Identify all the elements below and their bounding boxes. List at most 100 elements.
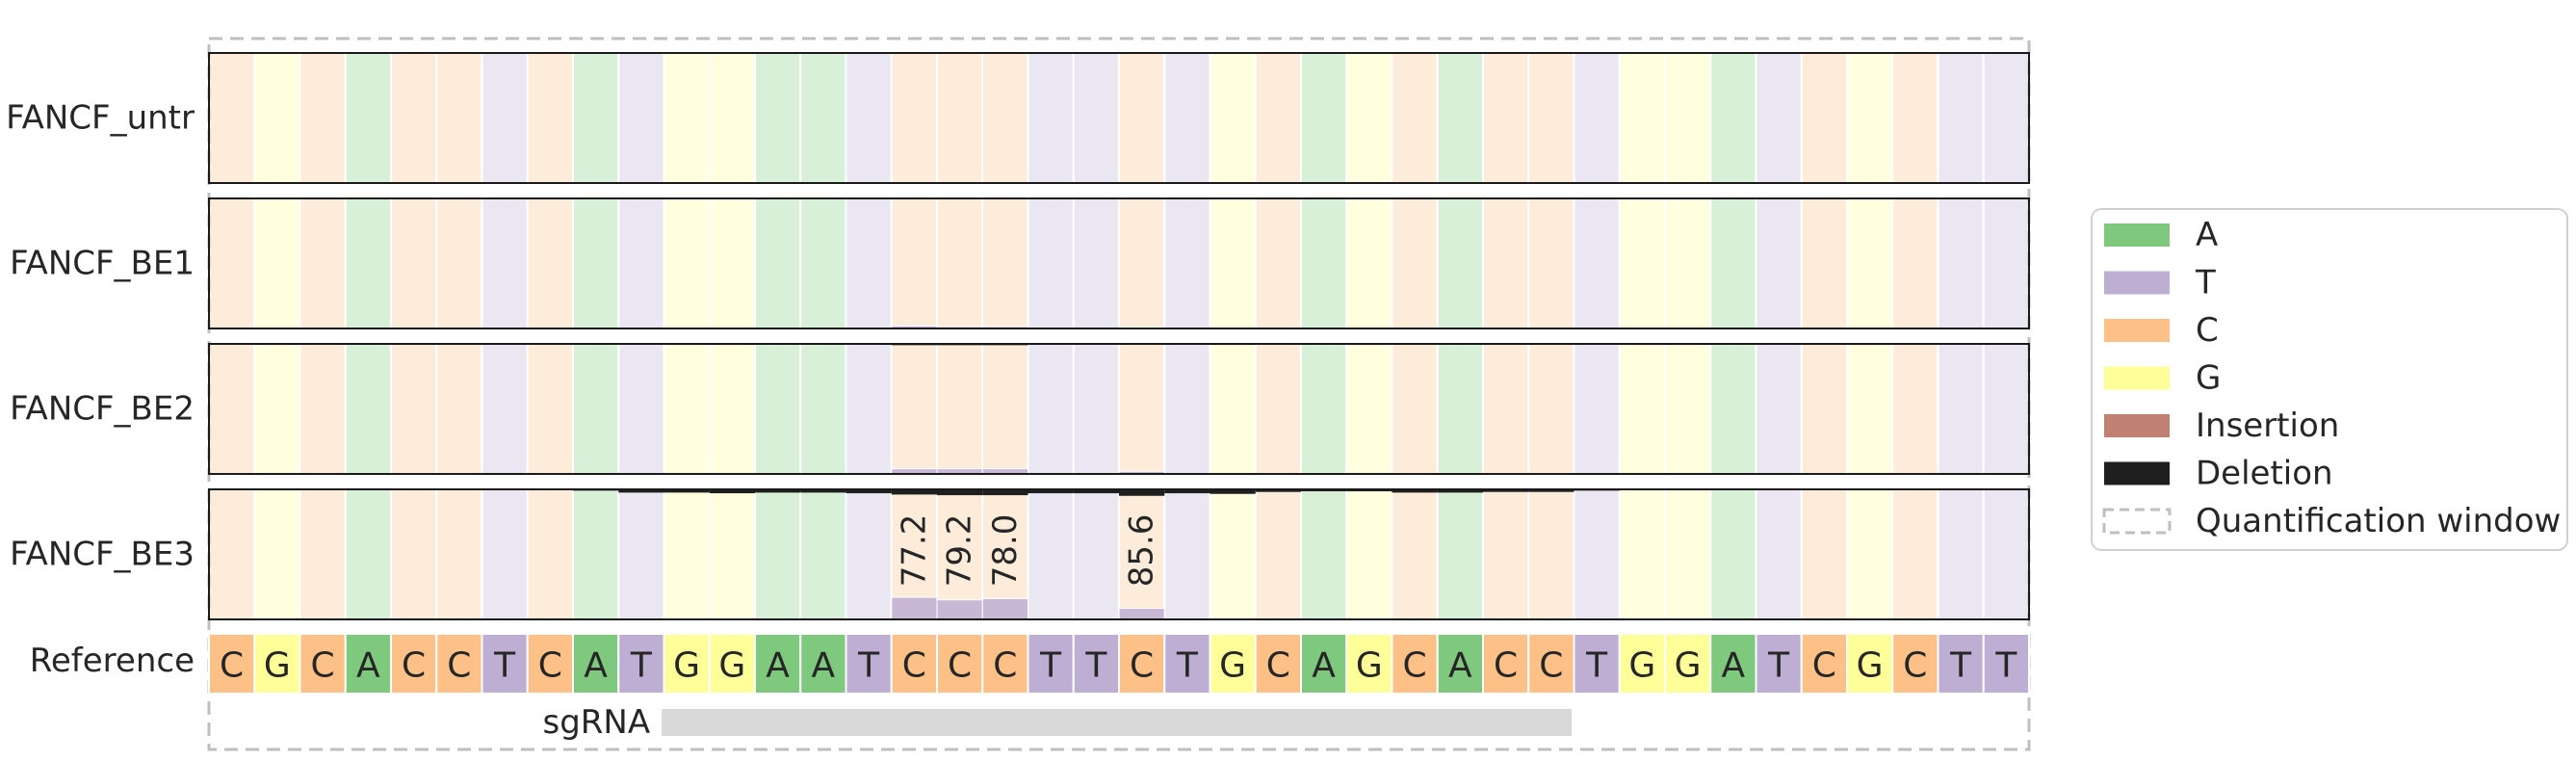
background-cell — [617, 52, 665, 184]
sample-label: FANCF_untr — [6, 99, 195, 138]
legend-label: Deletion — [2196, 455, 2333, 493]
background-cell — [1618, 52, 1666, 184]
deletion-bar — [1210, 489, 1256, 494]
background-cell — [435, 52, 483, 184]
edit-bar — [936, 599, 983, 620]
background-cell — [1709, 197, 1757, 329]
sample-row-frame — [208, 197, 2030, 329]
legend-box — [2091, 208, 2568, 551]
background-cell — [1436, 488, 1484, 620]
background-cell — [1573, 52, 1621, 184]
reference-base: A — [812, 646, 836, 686]
reference-base: G — [1356, 646, 1383, 686]
reference-base: C — [1539, 646, 1563, 686]
reference-cell — [208, 633, 256, 695]
background-cell — [1391, 343, 1439, 475]
background-cell — [1118, 197, 1166, 329]
background-cell — [1982, 488, 2030, 620]
background-cell — [481, 343, 529, 475]
background-cell — [1527, 197, 1575, 329]
percent-label: 78.0 — [986, 514, 1025, 588]
background-cell — [1300, 488, 1348, 620]
background-cell — [1709, 488, 1757, 620]
reference-base: T — [1949, 646, 1972, 686]
background-cell — [1254, 52, 1302, 184]
reference-cell — [1891, 633, 1939, 695]
reference-base: C — [1266, 646, 1290, 686]
reference-base: G — [264, 646, 291, 686]
deletion-bar — [1437, 489, 1483, 493]
sample-row-frame — [208, 488, 2030, 620]
deletion-bar — [755, 489, 801, 493]
legend-swatch — [2104, 414, 2170, 437]
reference-base: C — [902, 646, 926, 686]
background-cell — [845, 197, 893, 329]
reference-base: A — [584, 646, 608, 686]
reference-cell — [1254, 633, 1302, 695]
deletion-bar — [664, 489, 710, 493]
deletion-bar — [618, 489, 664, 493]
background-cell — [390, 52, 438, 184]
background-cell — [1664, 52, 1712, 184]
deletion-bar — [1528, 489, 1574, 492]
background-cell — [1937, 343, 1985, 475]
reference-cell — [981, 633, 1029, 695]
background-cell — [1027, 197, 1075, 329]
sgrna-label: sgRNA — [543, 703, 651, 742]
background-cell — [1027, 52, 1075, 184]
legend-label: Insertion — [2196, 407, 2339, 445]
sample-label: FANCF_BE1 — [10, 245, 195, 283]
background-cell — [981, 197, 1029, 329]
background-cell — [1072, 197, 1120, 329]
reference-cell — [526, 633, 574, 695]
background-cell — [481, 52, 529, 184]
reference-base: G — [673, 646, 700, 686]
background-cell — [981, 52, 1029, 184]
background-cell — [1072, 488, 1120, 620]
reference-cell — [1800, 633, 1848, 695]
reference-base: C — [1494, 646, 1518, 686]
background-cell — [1391, 197, 1439, 329]
background-cell — [1345, 343, 1393, 475]
background-cell — [936, 488, 984, 620]
reference-cell — [344, 633, 392, 695]
reference-cell — [1345, 633, 1393, 695]
sgrna-bar — [662, 709, 1573, 736]
background-cell — [1163, 197, 1211, 329]
background-cell — [663, 52, 711, 184]
background-cell — [754, 52, 802, 184]
background-cell — [481, 197, 529, 329]
reference-base: T — [1994, 646, 2017, 686]
edit-bar — [891, 596, 938, 620]
legend-swatch — [2104, 461, 2170, 485]
background-cell — [1618, 343, 1666, 475]
background-cell — [481, 488, 529, 620]
background-cell — [1118, 488, 1166, 620]
background-cell — [299, 343, 347, 475]
background-cell — [1027, 343, 1075, 475]
reference-base: A — [1448, 646, 1472, 686]
background-cell — [344, 52, 392, 184]
reference-base: G — [1628, 646, 1655, 686]
background-cell — [1755, 52, 1803, 184]
sample-row-frame — [208, 52, 2030, 184]
reference-base: G — [718, 646, 745, 686]
background-cell — [1072, 52, 1120, 184]
background-cell — [435, 343, 483, 475]
background-cell — [981, 343, 1029, 475]
reference-base: A — [1722, 646, 1746, 686]
background-cell — [663, 343, 711, 475]
background-cell — [1664, 343, 1712, 475]
background-cell — [1891, 52, 1939, 184]
background-cell — [1436, 343, 1484, 475]
background-cell — [981, 488, 1029, 620]
background-cell — [754, 488, 802, 620]
background-cell — [1846, 343, 1894, 475]
deletion-bar — [1255, 489, 1301, 492]
reference-base: C — [1903, 646, 1927, 686]
background-cell — [1937, 488, 1985, 620]
background-cell — [572, 197, 620, 329]
deletion-bar — [982, 489, 1028, 496]
background-cell — [1664, 488, 1712, 620]
